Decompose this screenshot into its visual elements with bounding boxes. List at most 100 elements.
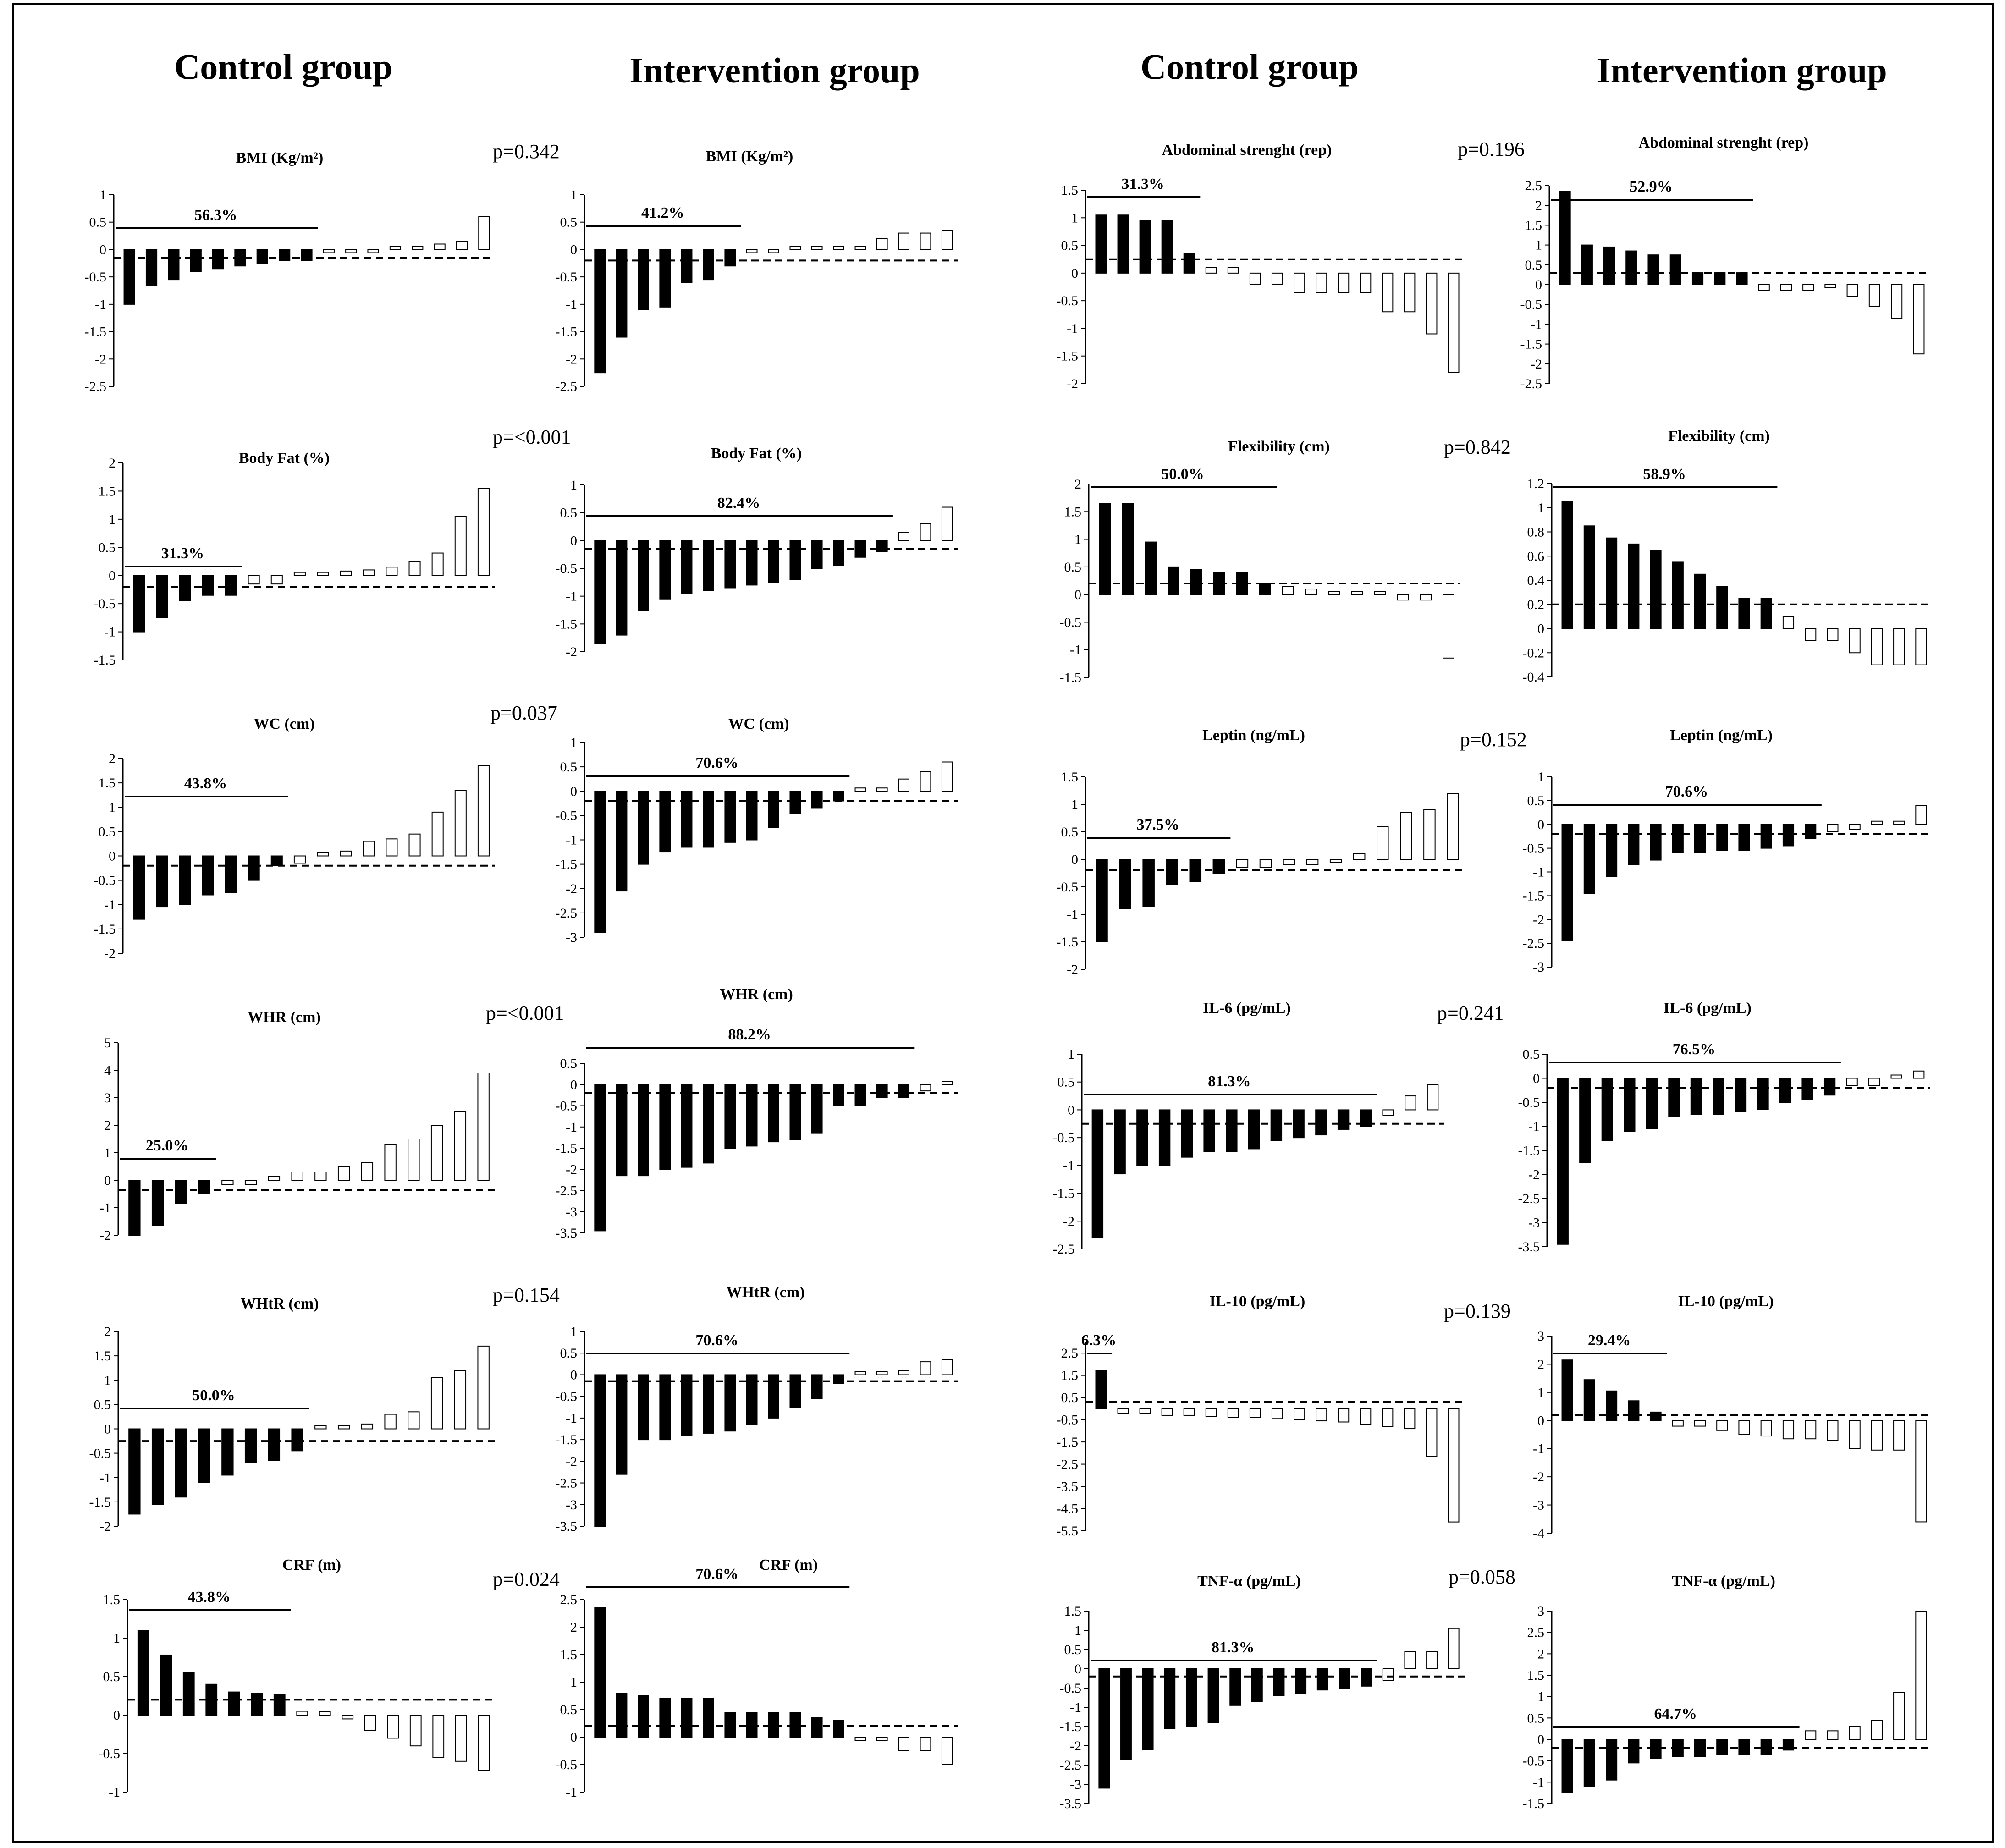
y-tick-label: -1 <box>1533 865 1544 880</box>
bar-responder <box>724 540 736 588</box>
bar-responder <box>616 1084 628 1177</box>
chart-title: Body Fat (%) <box>239 450 330 467</box>
y-tick-label: 0 <box>104 1173 111 1188</box>
bar-responder <box>1782 824 1795 847</box>
y-tick-label: -2 <box>104 946 116 961</box>
bar-nonresponder <box>876 787 888 792</box>
bar-responder <box>1805 824 1817 839</box>
y-tick-label: 1.5 <box>1061 183 1079 198</box>
bar-responder <box>268 1428 281 1461</box>
bar-nonresponder <box>1827 628 1839 641</box>
bar-nonresponder <box>477 765 490 857</box>
bar-responder <box>703 1374 714 1434</box>
y-tick-label: -3.5 <box>1060 1796 1082 1811</box>
y-tick-label: -1 <box>566 1785 577 1800</box>
figure-border <box>12 3 1994 1842</box>
y-tick-label: 1 <box>570 735 577 750</box>
bar-responder <box>1561 1739 1573 1793</box>
y-tick-label: 0 <box>113 1708 120 1723</box>
bar-responder <box>1361 1668 1372 1687</box>
responder-pct: 70.6% <box>1665 783 1708 800</box>
y-tick-label: 3 <box>104 1090 111 1106</box>
bar-responder <box>1091 1109 1104 1238</box>
y-tick-label: 0 <box>1074 587 1081 602</box>
chart-title: IL-6 (pg/mL) <box>1663 1000 1752 1017</box>
chart-leptin-intervention: Leptin (ng/mL) 1 0.5 0 -0.5 -1 -1.5 -2 -2.5 -3 70.… <box>1523 727 1932 975</box>
bar-responder <box>1185 1668 1197 1727</box>
chart-crf-intervention: CRF (m) 2.5 2 1.5 1 0.5 0 -0.5 -1 70.6% <box>556 1556 958 1800</box>
chart-title: Abdominal strenght (rep) <box>1639 134 1809 151</box>
bar-responder <box>659 1698 671 1738</box>
bar-responder <box>703 540 714 591</box>
bar-nonresponder <box>1397 594 1409 601</box>
bar-nonresponder <box>386 566 398 576</box>
bar-responder <box>1760 824 1772 849</box>
bar-nonresponder <box>1443 594 1454 659</box>
bar-nonresponder <box>1360 272 1372 293</box>
bar-nonresponder <box>1382 1109 1394 1116</box>
y-tick-label: 2 <box>1537 1357 1544 1372</box>
bar-nonresponder <box>432 1715 445 1758</box>
bar-responder <box>202 575 214 596</box>
bar-nonresponder <box>1405 1095 1416 1111</box>
bar-responder <box>703 1084 714 1164</box>
bar-nonresponder <box>1868 1078 1880 1086</box>
bar-responder <box>156 855 168 908</box>
bar-nonresponder <box>1849 1420 1861 1449</box>
y-tick-label: -0.5 <box>1057 293 1079 308</box>
y-tick-label: -1.5 <box>1057 935 1079 950</box>
bar-responder <box>279 249 291 261</box>
bar-responder <box>724 249 736 267</box>
bar-responder <box>1646 1078 1658 1129</box>
y-tick-label: -1.5 <box>556 616 578 632</box>
bar-responder <box>1823 1078 1836 1096</box>
bar-nonresponder <box>477 1345 490 1430</box>
bar-responder <box>811 791 823 809</box>
pvalue-bodyfat: p=<0.001 <box>493 426 571 448</box>
y-tick-label: 1 <box>1071 797 1078 812</box>
y-tick-label: -2 <box>1533 1469 1544 1485</box>
bar-nonresponder <box>941 1359 953 1375</box>
y-tick-label: -1 <box>1063 1158 1074 1173</box>
bar-nonresponder <box>1377 826 1389 860</box>
bar-nonresponder <box>941 506 953 541</box>
chart-whtr-intervention: WHtR (cm) 1 0.5 0 -0.5 -1 -1.5 -2 -2.5 -3 -3.5 70.6… <box>556 1284 958 1534</box>
bar-responder <box>876 540 888 552</box>
bar-responder <box>1583 1379 1595 1421</box>
bar-responder <box>137 1630 149 1716</box>
y-tick-label: 0.5 <box>560 1056 578 1071</box>
bar-nonresponder <box>314 1172 327 1181</box>
bar-responder <box>1579 1078 1591 1163</box>
bar-nonresponder <box>1448 1408 1460 1523</box>
bar-responder <box>1099 503 1111 595</box>
y-tick-label: -0.5 <box>1518 1095 1540 1110</box>
pvalue-leptin: p=0.152 <box>1460 728 1527 751</box>
bar-nonresponder <box>1271 272 1283 285</box>
bar-responder <box>1139 220 1151 274</box>
bar-nonresponder <box>291 1172 303 1181</box>
bar-nonresponder <box>478 1715 490 1771</box>
y-tick-label: 1 <box>570 1324 577 1339</box>
bar-nonresponder <box>898 232 909 250</box>
bar-responder <box>616 540 628 636</box>
pvalues-layer: p=0.342 p=0.196 p=<0.001 p=0.842 p=0.037 p=0.… <box>486 138 1527 1590</box>
y-tick-label: -2.5 <box>1057 1457 1079 1472</box>
bar-nonresponder <box>430 1125 443 1181</box>
bar-nonresponder <box>1780 284 1792 291</box>
bar-responder <box>251 1693 263 1716</box>
bar-responder <box>1315 1109 1327 1136</box>
bar-nonresponder <box>293 855 306 864</box>
bar-nonresponder <box>1871 1720 1883 1740</box>
y-tick-label: 0.8 <box>1527 525 1545 540</box>
bar-responder <box>768 540 779 583</box>
responder-pct: 41.2% <box>641 204 684 221</box>
chart-title: WHR (cm) <box>248 1009 321 1026</box>
y-tick-label: -0.5 <box>556 1099 578 1114</box>
chart-title: CRF (m) <box>282 1556 341 1573</box>
bar-nonresponder <box>361 1162 374 1181</box>
bar-nonresponder <box>244 1180 257 1185</box>
bar-nonresponder <box>1328 591 1340 595</box>
bar-responder <box>789 1374 801 1408</box>
bar-nonresponder <box>1694 1420 1706 1427</box>
